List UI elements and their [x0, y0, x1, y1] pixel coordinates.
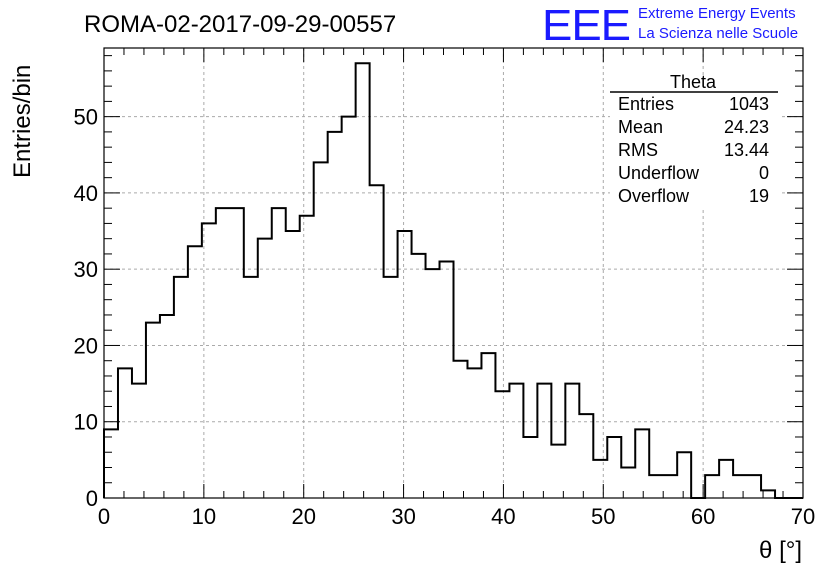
x-tick-label: 70	[791, 504, 815, 529]
y-tick-label: 30	[74, 257, 98, 282]
y-axis-label: Entries/bin	[9, 65, 36, 178]
tick-labels: 0 10 20 30 40 50 60 70 0 10 20 30 40 50	[74, 105, 816, 529]
x-axis-label: θ [°]	[759, 537, 802, 564]
histogram-bin	[188, 246, 202, 498]
stats-row-value: 1043	[729, 94, 769, 114]
histogram-bin	[719, 460, 733, 498]
histogram-bin	[244, 277, 258, 498]
plot-frame	[103, 47, 804, 499]
histogram-bin	[495, 391, 509, 498]
stats-row-label: Mean	[618, 117, 663, 137]
y-tick-label: 10	[74, 410, 98, 435]
logo-mark: EEE	[542, 1, 630, 50]
run-title: ROMA-02-2017-09-29-00557	[84, 11, 396, 38]
x-tick-label: 20	[291, 504, 315, 529]
histogram-bin	[663, 475, 677, 498]
histogram-bin	[230, 208, 244, 498]
histogram-bin	[454, 361, 468, 498]
histogram-bin	[607, 437, 621, 498]
x-tick-label: 50	[591, 504, 615, 529]
histogram-bin	[551, 445, 565, 498]
histogram-bin	[398, 231, 412, 498]
histogram-bin	[342, 117, 356, 498]
histogram-bin	[537, 384, 551, 498]
histogram-bin	[579, 414, 593, 498]
histogram-bin	[314, 162, 328, 498]
histogram-bin	[328, 132, 342, 498]
histogram-bin	[481, 353, 495, 498]
x-tick-label: 0	[98, 504, 110, 529]
histogram-bin	[300, 216, 314, 498]
histogram-bin	[384, 277, 398, 498]
histogram-bin	[272, 208, 286, 498]
logo-line-2: La Scienza nelle Scuole	[638, 25, 798, 42]
histogram-bin	[118, 368, 132, 498]
stats-row-value: 19	[749, 186, 769, 206]
histogram-bin	[216, 208, 230, 498]
histogram-bin	[146, 323, 160, 498]
stats-row-value: 24.23	[724, 117, 769, 137]
histogram-bin	[733, 475, 747, 498]
histogram-bin	[104, 429, 118, 498]
histogram-bin	[635, 429, 649, 498]
stats-row-label: RMS	[618, 140, 658, 160]
histogram-bin	[565, 384, 579, 498]
y-tick-label: 0	[86, 486, 98, 511]
stats-row-value: 13.44	[724, 140, 769, 160]
histogram-bin	[370, 185, 384, 498]
histogram-bin	[677, 452, 691, 498]
x-tick-label: 60	[691, 504, 715, 529]
histogram-outline	[103, 62, 803, 499]
stats-row-value: 0	[759, 163, 769, 183]
histogram-bin	[523, 437, 537, 498]
histogram-bin	[412, 254, 426, 498]
logo-line-1: Extreme Energy Events	[638, 5, 796, 22]
x-tick-label: 40	[491, 504, 515, 529]
histogram-bin	[440, 262, 454, 498]
histogram-bin	[649, 475, 663, 498]
y-tick-label: 40	[74, 181, 98, 206]
x-tick-label: 30	[391, 504, 415, 529]
histogram-bin	[356, 63, 370, 498]
x-tick-label: 10	[192, 504, 216, 529]
histogram-bin	[509, 384, 523, 498]
stats-rows: Entries 1043 Mean 24.23 RMS 13.44 Underflow 0 Ov…	[618, 94, 769, 206]
histogram-bin	[132, 384, 146, 498]
histogram-bin	[467, 368, 481, 498]
stats-row-label: Underflow	[618, 163, 700, 183]
histogram-bin	[160, 315, 174, 498]
histogram-bin	[174, 277, 188, 498]
histogram-bin	[286, 231, 300, 498]
histogram-bin	[258, 239, 272, 498]
histogram-bin	[593, 460, 607, 498]
histogram-series	[103, 62, 803, 499]
y-tick-label: 50	[74, 105, 98, 130]
histogram-bin	[705, 475, 719, 498]
eee-logo: EEE Extreme Energy Events La Scienza nel…	[542, 1, 798, 50]
histogram-bin	[747, 475, 761, 498]
stats-row-label: Entries	[618, 94, 674, 114]
axis-ticks	[103, 48, 804, 499]
y-tick-label: 20	[74, 333, 98, 358]
stats-row-label: Overflow	[618, 186, 690, 206]
histogram-bin	[426, 269, 440, 498]
stats-title: Theta	[670, 72, 717, 92]
stats-box-bg	[610, 78, 780, 210]
stats-box: Theta Entries 1043 Mean 24.23 RMS 13.44 Underf…	[610, 72, 780, 210]
